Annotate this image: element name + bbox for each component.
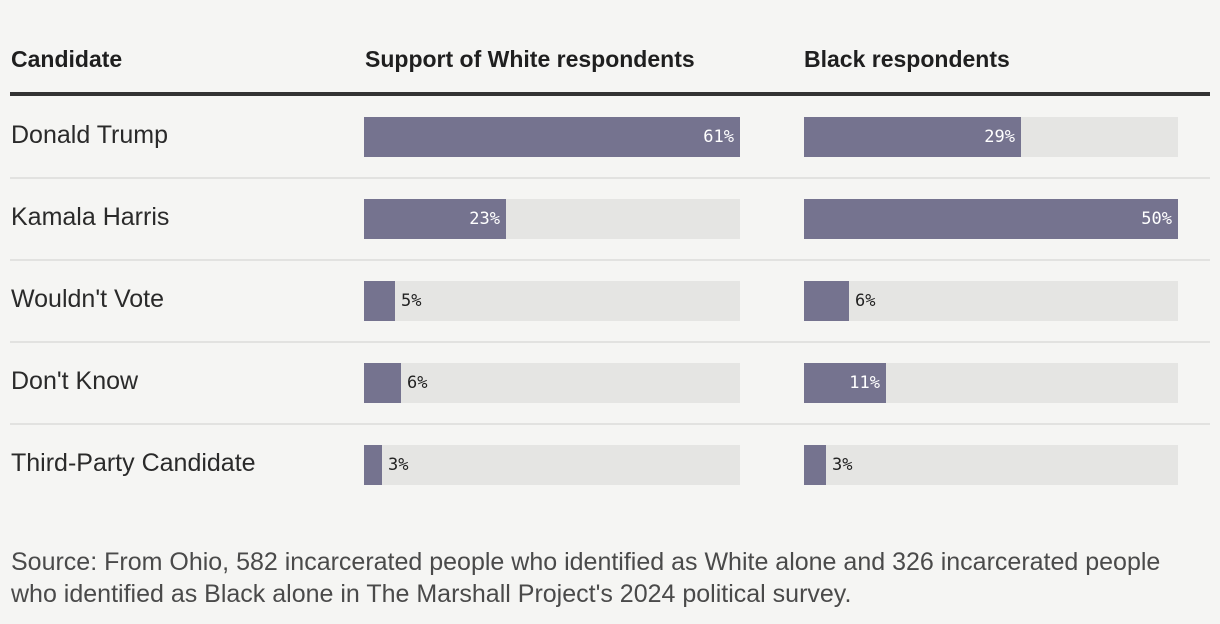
- black-bar-track: 29%: [804, 117, 1178, 157]
- black-bar-track: 3%: [804, 445, 1178, 485]
- white-value-label: 3%: [388, 455, 409, 475]
- white-bar-track: 61%: [364, 117, 740, 157]
- row-label: Wouldn't Vote: [11, 285, 165, 313]
- row-divider: [10, 423, 1210, 425]
- row-divider: [10, 177, 1210, 179]
- white-bar-track: 5%: [364, 281, 740, 321]
- black-bar: [804, 445, 826, 485]
- black-bar-track: 6%: [804, 281, 1178, 321]
- black-bar: [804, 117, 1021, 157]
- table-row: Third-Party Candidate 3% 3%: [0, 425, 1220, 507]
- black-bar: [804, 199, 1178, 239]
- white-value-label: 5%: [401, 291, 422, 311]
- black-value-label: 6%: [855, 291, 876, 311]
- table-row: Wouldn't Vote 5% 6%: [0, 261, 1220, 343]
- white-value-label: 23%: [469, 209, 500, 229]
- table-row: Kamala Harris 23% 50%: [0, 179, 1220, 261]
- white-bar-track: 23%: [364, 199, 740, 239]
- row-label: Donald Trump: [11, 121, 169, 149]
- white-bar: [364, 117, 740, 157]
- white-bar: [364, 363, 401, 403]
- white-bar-track: 6%: [364, 363, 740, 403]
- row-label: Third-Party Candidate: [11, 449, 256, 477]
- white-value-label: 6%: [407, 373, 428, 393]
- black-value-label: 50%: [1141, 209, 1172, 229]
- header-black-respondents: Black respondents: [804, 46, 1010, 72]
- row-divider: [10, 341, 1210, 343]
- header-candidate: Candidate: [11, 46, 123, 72]
- table-row: Donald Trump 61% 29%: [0, 97, 1220, 179]
- row-label: Don't Know: [11, 367, 139, 395]
- row-label: Kamala Harris: [11, 203, 170, 231]
- black-bar: [804, 281, 849, 321]
- white-bar-track: 3%: [364, 445, 740, 485]
- black-bar-track: 11%: [804, 363, 1178, 403]
- white-bar: [364, 281, 395, 321]
- header-rule: [10, 92, 1210, 96]
- black-value-label: 3%: [832, 455, 853, 475]
- white-value-label: 61%: [703, 127, 734, 147]
- black-value-label: 29%: [984, 127, 1015, 147]
- black-value-label: 11%: [849, 373, 880, 393]
- row-divider: [10, 259, 1210, 261]
- white-bar: [364, 445, 382, 485]
- header-white-respondents: Support of White respondents: [365, 46, 695, 72]
- black-bar-track: 50%: [804, 199, 1178, 239]
- white-bar: [364, 199, 506, 239]
- source-note: Source: From Ohio, 582 incarcerated peop…: [11, 548, 1161, 608]
- table-row: Don't Know 6% 11%: [0, 343, 1220, 425]
- black-bar: [804, 363, 886, 403]
